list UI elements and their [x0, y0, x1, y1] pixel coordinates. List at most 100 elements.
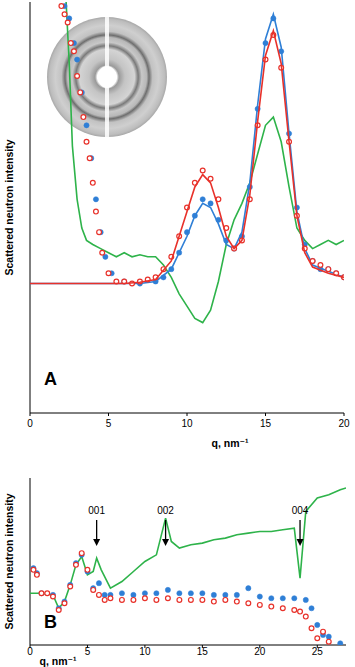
- data-point: [326, 267, 331, 272]
- data-point: [106, 271, 111, 276]
- data-point: [79, 551, 84, 556]
- data-point: [200, 591, 205, 596]
- x-axis-label: q, nm⁻¹: [39, 655, 77, 667]
- data-point: [45, 591, 50, 596]
- data-point: [303, 597, 308, 602]
- data-point: [234, 592, 239, 597]
- data-point: [269, 596, 274, 601]
- y-axis-label: Scattered neutron intensity: [3, 139, 15, 275]
- data-point: [234, 599, 239, 604]
- plot-area: [30, 2, 344, 323]
- x-tick-label: 5: [85, 646, 91, 657]
- data-point: [154, 598, 159, 603]
- x-tick: [187, 413, 188, 416]
- data-point: [326, 267, 331, 272]
- arrow-head: [297, 539, 304, 546]
- data-point: [177, 598, 182, 603]
- x-tick: [108, 413, 109, 416]
- data-point: [31, 567, 36, 572]
- x-tick-label: 25: [312, 646, 324, 657]
- data-point: [321, 629, 326, 634]
- data-point: [165, 587, 170, 592]
- data-point: [72, 49, 77, 54]
- panel-label: A: [44, 369, 57, 389]
- y-axis: [30, 2, 31, 413]
- data-point: [84, 139, 89, 144]
- data-point: [65, 20, 70, 25]
- panel-1: 0 5 10 15 20 25 001 002 004 q, nm⁻¹ Scattered neut…: [3, 478, 346, 667]
- plot-area: [30, 488, 346, 645]
- x-tick: [30, 413, 31, 416]
- x-tick-label: 5: [106, 418, 112, 429]
- data-point: [326, 639, 331, 644]
- data-point: [74, 562, 79, 567]
- annotation-label: 002: [157, 505, 174, 516]
- diffraction-inset: [47, 15, 167, 139]
- data-point: [280, 596, 285, 601]
- data-point: [298, 609, 303, 614]
- inset-center: [98, 66, 116, 88]
- data-point: [97, 593, 102, 598]
- data-point: [292, 596, 297, 601]
- data-point: [68, 41, 73, 46]
- x-tick-label: 20: [254, 646, 266, 657]
- annotation-arrow: [96, 520, 97, 541]
- y-axis: [30, 478, 31, 645]
- data-point: [39, 591, 44, 596]
- x-tick-label: 10: [139, 646, 151, 657]
- x-axis-label: q, nm⁻¹: [211, 437, 249, 449]
- data-point: [97, 230, 102, 235]
- annotation-label: 001: [88, 505, 105, 516]
- data-point: [246, 601, 251, 606]
- data-point: [246, 586, 251, 591]
- annotation-label: 004: [292, 505, 309, 516]
- data-point: [211, 592, 216, 597]
- data-point: [200, 197, 205, 202]
- data-point: [85, 567, 90, 572]
- series-line: [30, 31, 344, 284]
- arrow-head: [162, 539, 169, 546]
- data-point: [56, 608, 61, 613]
- data-point: [177, 591, 182, 596]
- data-point: [102, 598, 107, 603]
- data-point: [142, 591, 147, 596]
- x-axis: [30, 645, 346, 646]
- data-point: [108, 596, 113, 601]
- series-line: [30, 488, 346, 608]
- data-point: [257, 594, 262, 599]
- data-point: [131, 592, 136, 597]
- data-point: [280, 606, 285, 611]
- figure: 0 5 10 15 20 q, nm⁻¹ Scattered neutron intensi…: [0, 0, 355, 667]
- data-point: [165, 596, 170, 601]
- x-tick-label: 15: [197, 646, 209, 657]
- annotation-arrow: [165, 520, 166, 541]
- data-point: [223, 592, 228, 597]
- panel-0: 05101520q, nm⁻¹Scattered neutron intensi…: [3, 2, 350, 449]
- data-point: [208, 201, 213, 206]
- data-point: [84, 123, 89, 128]
- data-point: [93, 197, 98, 202]
- data-point: [62, 12, 67, 17]
- x-tick-label: 0: [27, 418, 33, 429]
- data-point: [87, 156, 92, 161]
- data-point: [223, 598, 228, 603]
- data-point: [211, 599, 216, 604]
- x-tick-label: 0: [27, 646, 33, 657]
- data-point: [315, 622, 320, 627]
- data-point: [326, 634, 331, 639]
- data-point: [51, 594, 56, 599]
- annotation-arrow: [299, 520, 300, 541]
- y-axis-label: Scattered neutron intensity: [3, 493, 15, 629]
- data-point: [200, 168, 205, 173]
- data-point: [309, 626, 314, 631]
- x-tick-label: 10: [181, 418, 193, 429]
- data-point: [119, 591, 124, 596]
- data-point: [100, 250, 105, 255]
- data-point: [59, 4, 64, 9]
- series-line: [66, 2, 344, 323]
- data-point: [315, 636, 320, 641]
- data-point: [81, 115, 86, 120]
- data-point: [188, 591, 193, 596]
- data-point: [143, 596, 148, 601]
- data-point: [90, 180, 95, 185]
